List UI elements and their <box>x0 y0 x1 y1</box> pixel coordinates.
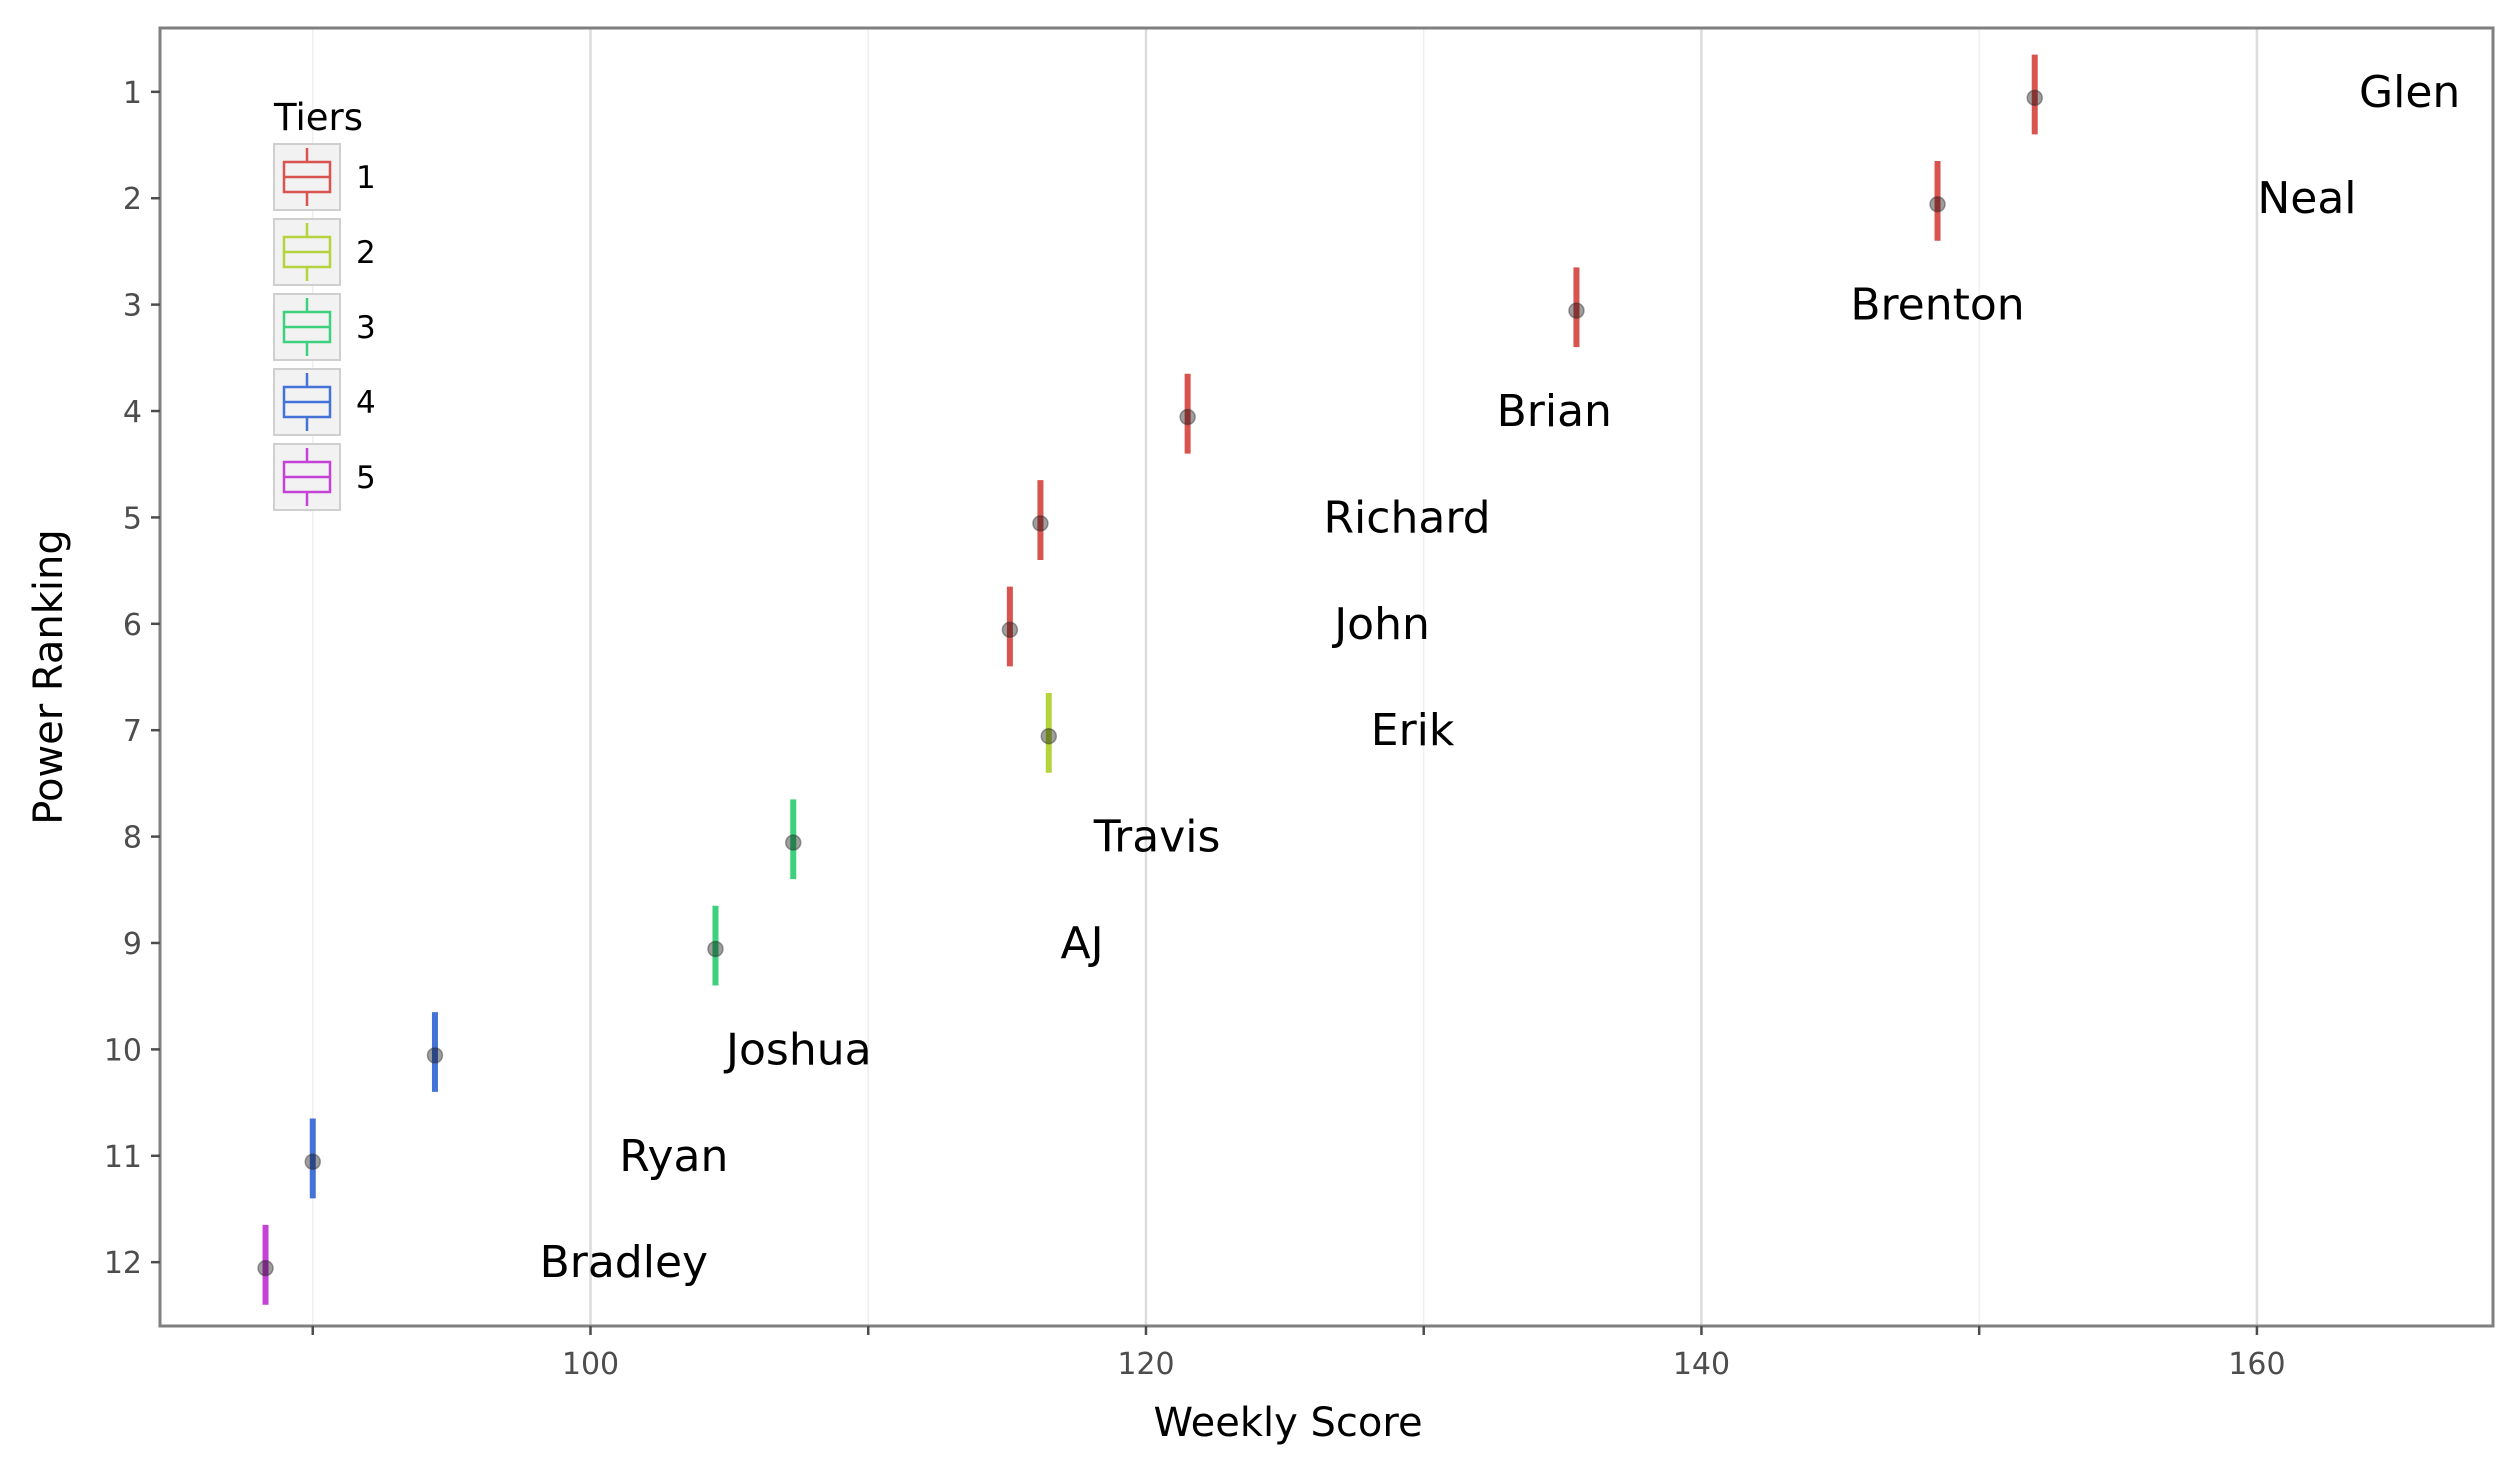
score-point-joshua <box>426 1047 444 1064</box>
x-tick-label: 100 <box>562 1347 619 1382</box>
name-label-erik: Erik <box>1371 705 1455 756</box>
legend-label-tier-5: 5 <box>356 460 376 496</box>
plot-border <box>158 26 2495 1328</box>
score-point-glen <box>2026 89 2043 107</box>
legend: Tiers 1 2 3 4 5 <box>273 96 376 511</box>
y-tick-label: 7 <box>123 714 142 749</box>
x-tick-label: 160 <box>2228 1347 2285 1382</box>
legend-label-tier-4: 4 <box>356 385 376 421</box>
plot-panel <box>160 28 2493 1326</box>
y-tick-label: 2 <box>123 182 142 217</box>
y-tick-label: 6 <box>123 608 142 643</box>
name-label-glen: Glen <box>2359 67 2460 118</box>
y-tick-label: 10 <box>104 1033 142 1068</box>
name-label-bradley: Bradley <box>540 1237 709 1288</box>
x-axis-title: Weekly Score <box>1153 1400 1422 1446</box>
grid-lines <box>312 28 2259 1326</box>
name-label-brenton: Brenton <box>1850 280 2024 331</box>
score-point-erik <box>1040 727 1058 745</box>
score-point-brian <box>1179 408 1196 426</box>
score-point-neal <box>1929 195 1946 213</box>
score-point-ryan <box>304 1153 322 1171</box>
y-tick-label: 1 <box>123 76 142 111</box>
data-marks <box>257 54 2043 1305</box>
score-point-richard <box>1032 515 1049 532</box>
score-point-bradley <box>257 1259 274 1277</box>
name-label-john: John <box>1331 599 1430 650</box>
legend-title: Tiers <box>273 96 363 139</box>
name-label-brian: Brian <box>1497 386 1612 437</box>
score-point-travis <box>784 834 802 851</box>
name-label-aj: AJ <box>1061 918 1104 969</box>
y-tick-label: 5 <box>123 501 142 536</box>
legend-label-tier-3: 3 <box>356 310 376 346</box>
y-tick-label: 9 <box>123 927 142 962</box>
score-point-john <box>1001 621 1019 639</box>
score-point-aj <box>707 940 724 958</box>
legend-label-tier-1: 1 <box>356 160 376 196</box>
name-label-joshua: Joshua <box>723 1024 872 1075</box>
x-tick-label: 120 <box>1117 1347 1174 1382</box>
name-label-ryan: Ryan <box>619 1131 728 1182</box>
y-axis-title: Power Ranking <box>26 529 72 824</box>
name-label-neal: Neal <box>2257 173 2356 224</box>
name-label-richard: Richard <box>1323 492 1490 543</box>
x-tick-label: 140 <box>1673 1347 1730 1382</box>
score-point-brenton <box>1568 302 1585 319</box>
y-tick-label: 8 <box>123 821 142 856</box>
y-tick-label: 12 <box>104 1246 142 1281</box>
name-label-travis: Travis <box>1093 812 1221 863</box>
y-tick-label: 4 <box>123 395 142 430</box>
y-tick-label: 3 <box>123 289 142 324</box>
y-tick-label: 11 <box>104 1140 142 1175</box>
legend-label-tier-2: 2 <box>356 235 376 271</box>
point-labels: Glen Neal Brenton Brian Richard John Erik Travi… <box>540 67 2461 1288</box>
